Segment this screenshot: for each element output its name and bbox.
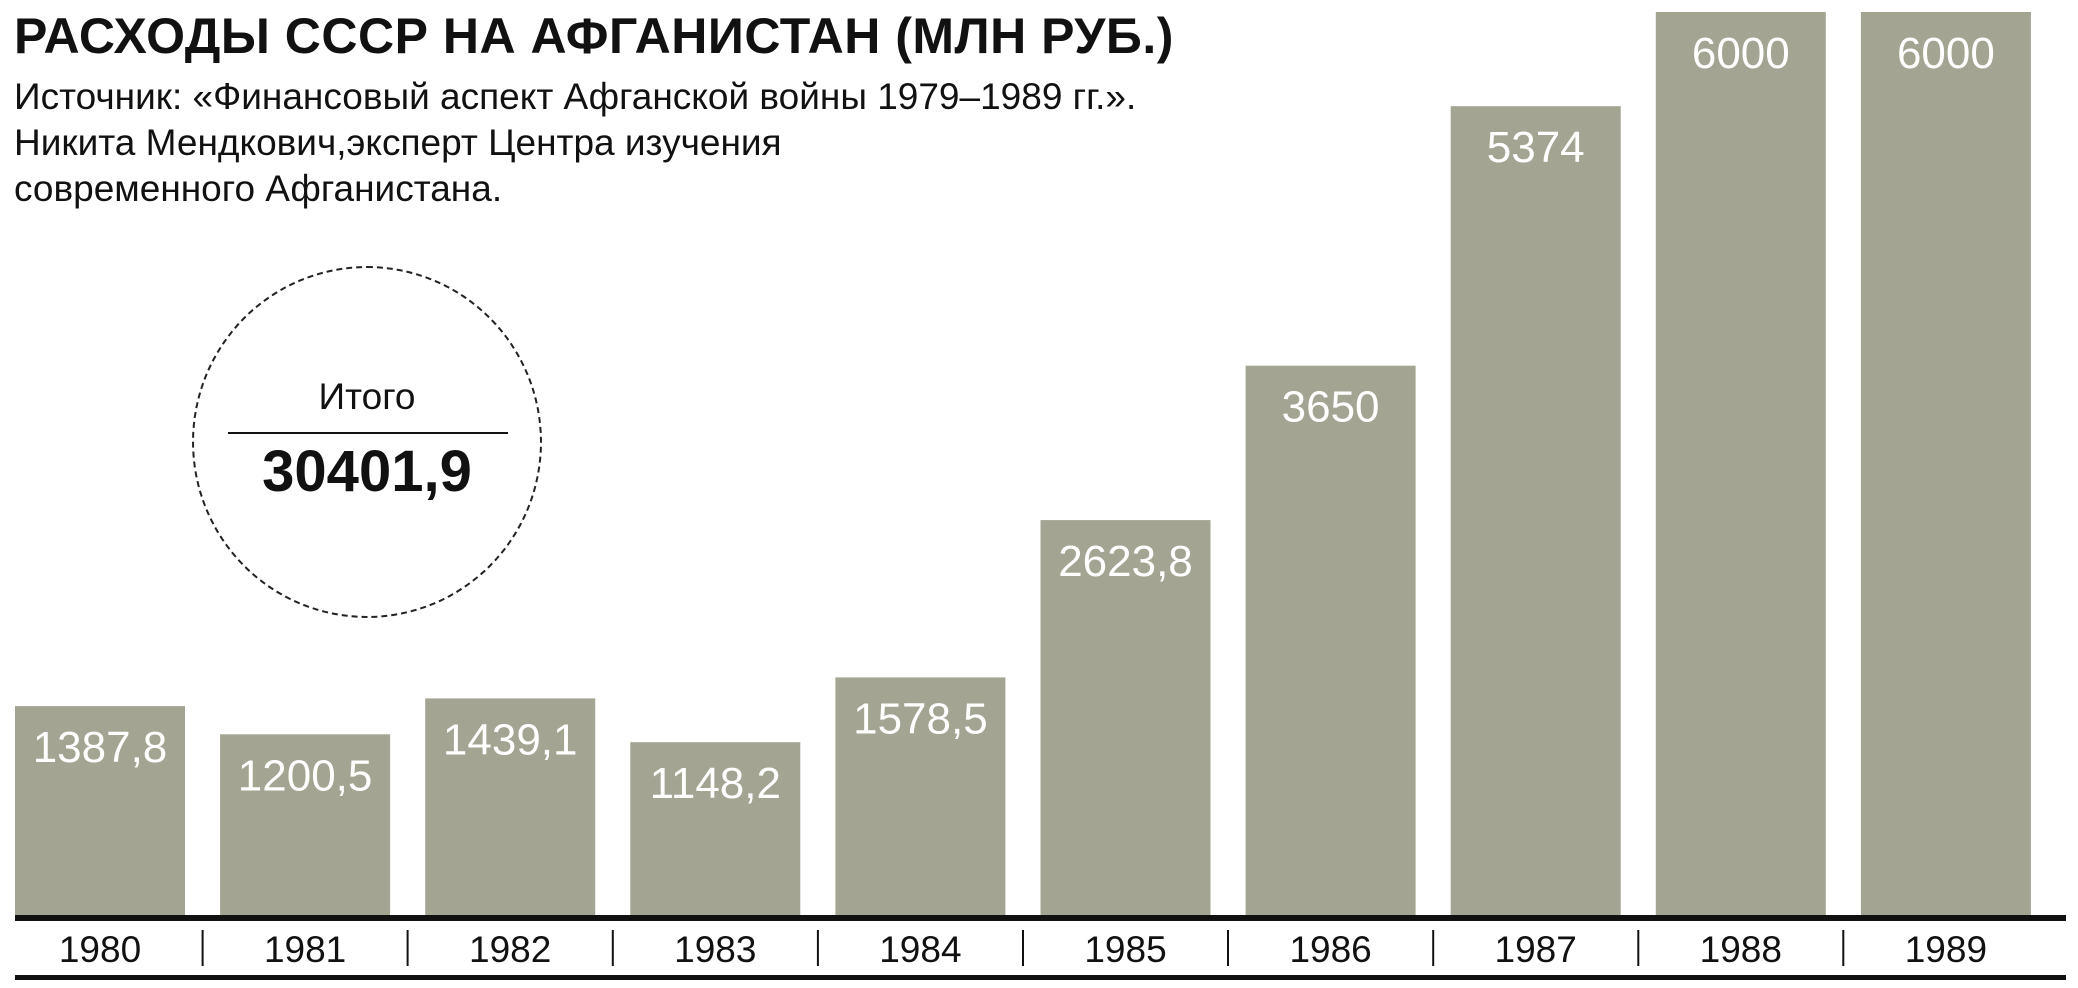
bar-value-label: 1200,5 [238, 751, 373, 800]
source-note: Источник: «Финансовый аспект Афганской в… [14, 74, 1136, 212]
bar-value-label: 1578,5 [853, 694, 988, 743]
bar-1984 [835, 677, 1006, 915]
bar-1980 [15, 706, 185, 915]
x-tick-label: 1987 [1495, 929, 1577, 970]
bar-1988 [1655, 12, 1826, 915]
bar-value-label: 6000 [1897, 29, 1995, 78]
bar-1985 [1040, 520, 1211, 915]
bar-value-label: 1439,1 [443, 715, 578, 764]
total-value: 30401,9 [262, 439, 472, 504]
source-line-3: современного Афганистана. [14, 168, 503, 209]
bar-1981 [220, 734, 391, 915]
total-circle: Итого 30401,9 [192, 266, 542, 618]
bar-value-label: 5374 [1487, 123, 1585, 172]
x-tick-label: 1983 [674, 929, 756, 970]
x-tick-label: 1980 [59, 929, 141, 970]
bar-1986 [1245, 365, 1416, 915]
x-tick-label: 1988 [1700, 929, 1782, 970]
bar-value-label: 1387,8 [33, 723, 168, 772]
bar-value-label: 3650 [1282, 383, 1380, 432]
bar-1982 [425, 698, 596, 915]
x-tick-label: 1984 [879, 929, 961, 970]
total-label: Итого [318, 376, 416, 417]
source-line-2: Никита Мендкович,эксперт Центра изучения [14, 122, 782, 163]
bar-value-label: 2623,8 [1058, 537, 1193, 586]
x-tick-label: 1985 [1084, 929, 1166, 970]
total-divider [228, 432, 508, 434]
bar-1983 [630, 742, 801, 915]
bar-value-label: 1148,2 [650, 759, 781, 808]
x-tick-label: 1989 [1905, 929, 1987, 970]
bar-1987 [1450, 106, 1621, 915]
x-tick-label: 1982 [469, 929, 551, 970]
x-tick-label: 1986 [1289, 929, 1371, 970]
chart-title: РАСХОДЫ СССР НА АФГАНИСТАН (МЛН РУБ.) [14, 8, 1174, 64]
bar-1989 [1860, 12, 2031, 915]
x-axis-line [15, 915, 2066, 921]
x-tick-label: 1981 [264, 929, 346, 970]
bar-value-label: 6000 [1692, 29, 1790, 78]
source-line-1: Источник: «Финансовый аспект Афганской в… [14, 76, 1137, 117]
bottom-rule [15, 975, 2066, 980]
